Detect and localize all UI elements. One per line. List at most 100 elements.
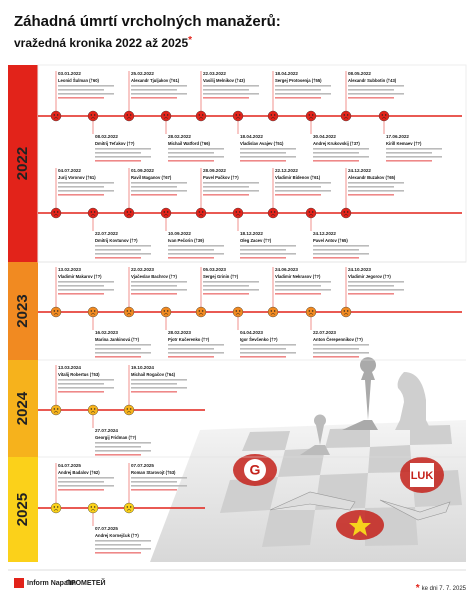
event-desc bbox=[203, 85, 259, 87]
event-desc bbox=[58, 190, 114, 192]
event-name: Alexandr Tjuljakov (†61) bbox=[131, 78, 180, 83]
marker-eye bbox=[343, 211, 345, 213]
marker-mouth bbox=[90, 117, 96, 119]
marker-eye bbox=[198, 211, 200, 213]
event-desc bbox=[168, 156, 224, 158]
event-name: Vladislav Avajev (†51) bbox=[240, 141, 284, 146]
event-desc bbox=[313, 156, 369, 158]
event-name: Dmitrij Kovtunov (†?) bbox=[95, 238, 138, 243]
event-desc bbox=[95, 442, 151, 444]
marker-eye bbox=[347, 310, 349, 312]
event-date: 24.12.2022 bbox=[313, 231, 336, 236]
event-date: 30.04.2022 bbox=[313, 134, 336, 139]
event-desc bbox=[275, 194, 321, 196]
marker-eye bbox=[270, 114, 272, 116]
event-marker bbox=[305, 110, 317, 122]
event-desc bbox=[168, 356, 214, 358]
event-desc bbox=[203, 285, 249, 287]
event-date: 25.02.2022 bbox=[131, 71, 154, 76]
event-desc bbox=[348, 281, 404, 283]
marker-mouth bbox=[308, 313, 314, 315]
event-name: Alexandr Buzakov (†65) bbox=[348, 175, 396, 180]
marker-eye bbox=[270, 310, 272, 312]
marker-mouth bbox=[270, 313, 276, 315]
event-desc bbox=[95, 352, 151, 354]
event-desc bbox=[168, 160, 214, 162]
event-desc bbox=[58, 281, 114, 283]
event-marker bbox=[50, 404, 62, 416]
event-desc bbox=[203, 194, 249, 196]
event-desc bbox=[131, 485, 187, 487]
marker-mouth bbox=[270, 117, 276, 119]
event-desc bbox=[168, 245, 224, 247]
event-marker bbox=[87, 110, 99, 122]
event-date: 08.05.2022 bbox=[348, 71, 371, 76]
marker-eye bbox=[270, 211, 272, 213]
event-date: 13.03.2024 bbox=[58, 365, 81, 370]
event-name: Pavel Pačkov (†?) bbox=[203, 175, 239, 180]
event-marker bbox=[50, 207, 62, 219]
band-2025 bbox=[8, 457, 38, 562]
event-name: Andrej Krukovskij (†37) bbox=[313, 141, 360, 146]
event-date: 17.06.2022 bbox=[386, 134, 409, 139]
event-marker bbox=[340, 306, 352, 318]
event-desc bbox=[95, 356, 141, 358]
event-desc bbox=[168, 257, 214, 259]
marker-eye bbox=[53, 211, 55, 213]
event-name: Georgij Fridman (†?) bbox=[95, 435, 137, 440]
event-desc bbox=[95, 156, 151, 158]
event-date: 28.02.2023 bbox=[168, 330, 191, 335]
marker-eye bbox=[57, 506, 59, 508]
event-name: Sergej Grinin (†?) bbox=[203, 274, 239, 279]
marker-eye bbox=[198, 114, 200, 116]
marker-eye bbox=[385, 114, 387, 116]
event-marker bbox=[160, 207, 172, 219]
event-marker bbox=[123, 207, 135, 219]
marker-eye bbox=[308, 114, 310, 116]
event-desc bbox=[58, 289, 114, 291]
event-date: 01.09.2022 bbox=[131, 168, 154, 173]
marker-eye bbox=[347, 211, 349, 213]
event-desc bbox=[95, 344, 151, 346]
event-desc bbox=[240, 156, 296, 158]
event-name: Vitalij Robertus (†53) bbox=[58, 372, 100, 377]
event-marker bbox=[340, 207, 352, 219]
event-name: Sergej Protosenja (†55) bbox=[275, 78, 322, 83]
footer-note: * ke dni 7. 7. 2025 bbox=[416, 583, 467, 594]
event-desc bbox=[58, 489, 104, 491]
marker-eye bbox=[90, 310, 93, 312]
logo-prometej: ПРОМЕТЕЙ bbox=[66, 578, 106, 587]
event-marker bbox=[50, 502, 62, 514]
event-desc bbox=[95, 148, 151, 150]
event-name: Vladimir Makarov (†?) bbox=[58, 274, 102, 279]
event-date: 16.02.2023 bbox=[95, 330, 118, 335]
event-desc bbox=[275, 89, 321, 91]
marker-mouth bbox=[235, 313, 241, 315]
event-desc bbox=[168, 152, 214, 154]
event-desc bbox=[275, 97, 321, 99]
event-desc bbox=[386, 148, 442, 150]
logo-mark bbox=[14, 578, 24, 588]
event-marker bbox=[123, 110, 135, 122]
event-name: Andrej Badalov (†62) bbox=[58, 470, 100, 475]
event-desc bbox=[240, 344, 296, 346]
event-desc bbox=[95, 552, 141, 554]
event-desc bbox=[240, 257, 286, 259]
marker-eye bbox=[343, 114, 345, 116]
event-desc bbox=[203, 97, 249, 99]
event-date: 24.06.2023 bbox=[275, 267, 298, 272]
event-desc bbox=[131, 85, 187, 87]
marker-mouth bbox=[163, 313, 169, 315]
marker-eye bbox=[57, 310, 59, 312]
marker-mouth bbox=[270, 214, 276, 216]
event-marker bbox=[378, 110, 390, 122]
marker-eye bbox=[235, 310, 237, 312]
event-desc bbox=[131, 387, 187, 389]
event-desc bbox=[95, 249, 141, 251]
event-desc bbox=[95, 245, 151, 247]
event-desc bbox=[203, 281, 259, 283]
event-date: 22.03.2022 bbox=[203, 71, 226, 76]
marker-eye bbox=[308, 211, 310, 213]
marker-mouth bbox=[53, 509, 59, 511]
event-name: Dmitrij Teťakov (†?) bbox=[95, 141, 135, 146]
